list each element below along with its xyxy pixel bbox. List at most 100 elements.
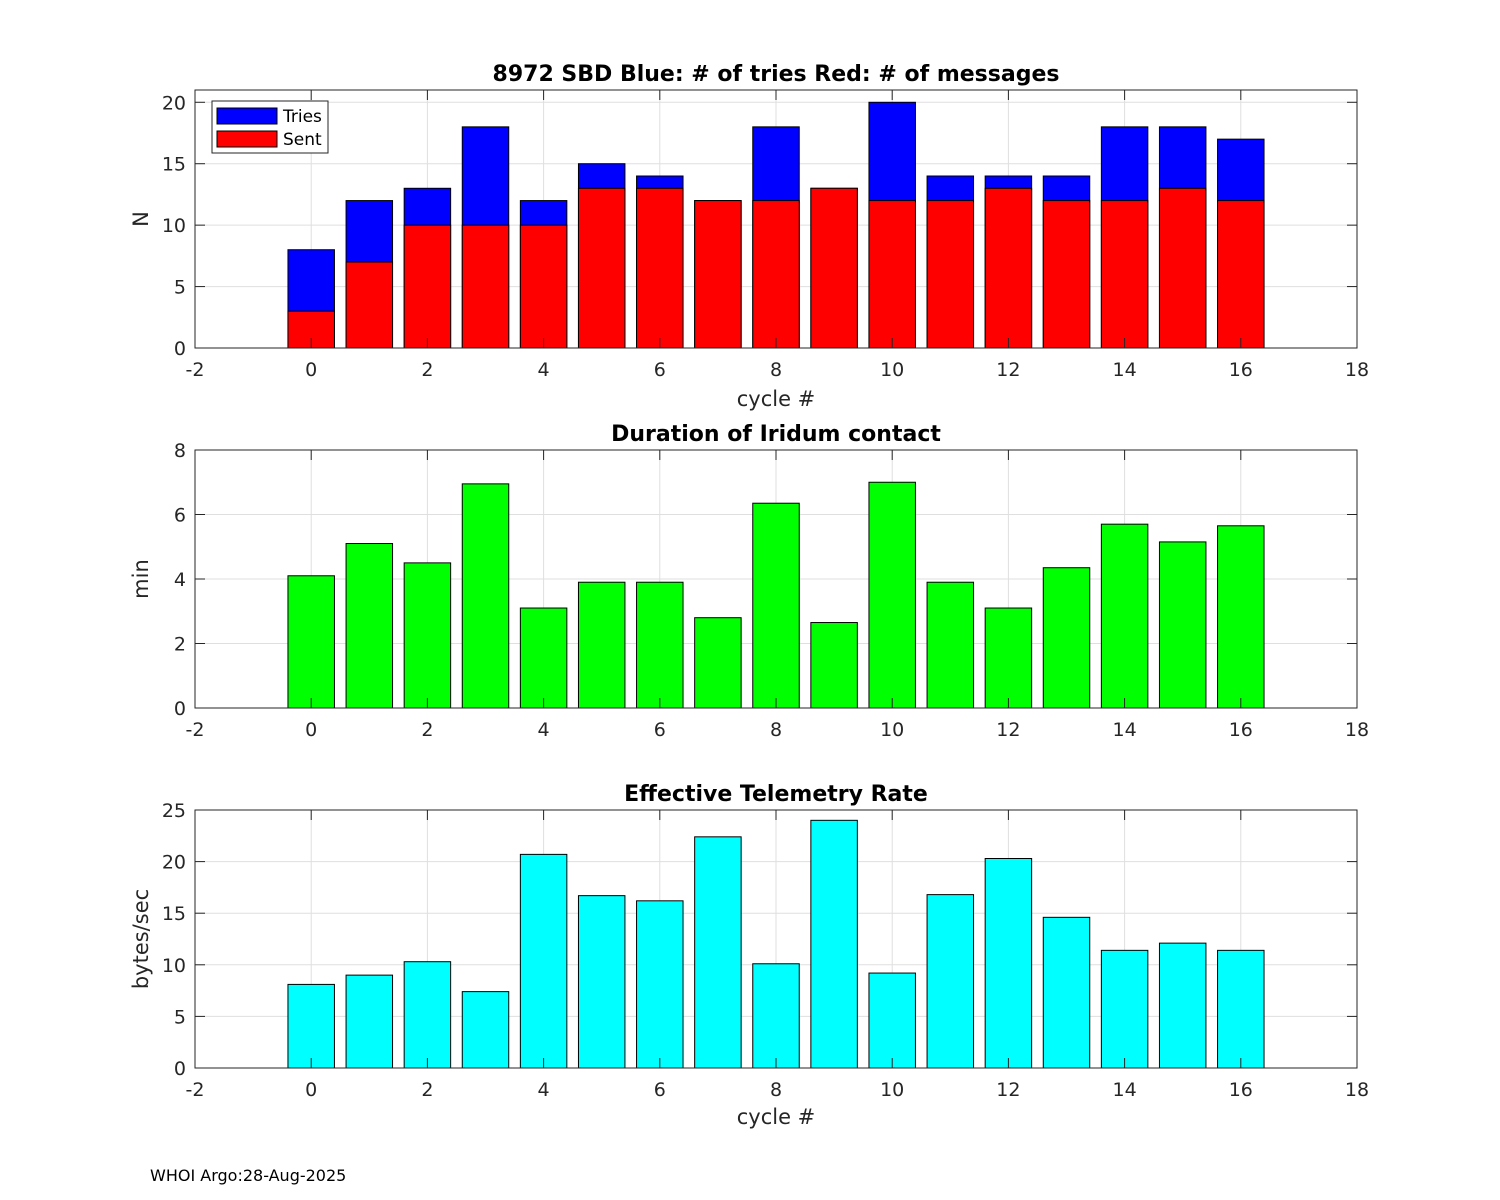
x-tick-label: 12 xyxy=(996,719,1020,741)
bar-sent-cycle-13 xyxy=(1042,200,1091,349)
x-tick-label: 14 xyxy=(1113,1079,1137,1101)
y-tick-label: 20 xyxy=(162,92,186,114)
x-tick-label: 4 xyxy=(538,1079,550,1101)
y-tick-label: 0 xyxy=(174,1058,186,1080)
bar-rate-cycle-5 xyxy=(577,895,626,1069)
chart-title: Effective Telemetry Rate xyxy=(624,782,928,807)
bar-duration-cycle-16 xyxy=(1217,525,1265,709)
y-axis-label: N xyxy=(129,211,153,227)
bar-duration-cycle-13 xyxy=(1042,567,1091,709)
bar-duration-cycle-3 xyxy=(461,483,510,709)
bar-duration-cycle-6 xyxy=(636,581,684,709)
bar-sent-cycle-16 xyxy=(1217,200,1265,349)
bar-sent-cycle-2 xyxy=(403,224,452,349)
chart-title: Duration of Iridum contact xyxy=(611,422,941,447)
x-tick-label: 0 xyxy=(305,719,317,741)
bar-rate-cycle-16 xyxy=(1217,949,1265,1069)
bar-duration-cycle-14 xyxy=(1100,523,1149,709)
bar-sent-cycle-14 xyxy=(1100,200,1149,349)
x-tick-label: 6 xyxy=(654,359,666,381)
chart-title: 8972 SBD Blue: # of tries Red: # of mess… xyxy=(493,62,1060,87)
x-tick-label: 18 xyxy=(1345,1079,1369,1101)
bar-rate-cycle-1 xyxy=(345,974,394,1069)
bar-duration-cycle-1 xyxy=(345,543,394,709)
y-tick-label: 5 xyxy=(174,1006,186,1028)
bar-sent-cycle-11 xyxy=(926,200,975,349)
bar-duration-cycle-2 xyxy=(403,562,452,709)
x-tick-label: 18 xyxy=(1345,719,1369,741)
bar-rate-cycle-4 xyxy=(519,853,568,1069)
y-tick-label: 20 xyxy=(162,852,186,874)
y-tick-label: 8 xyxy=(174,440,186,462)
y-tick-label: 2 xyxy=(174,634,186,656)
x-tick-label: 0 xyxy=(305,1079,317,1101)
bar-duration-cycle-5 xyxy=(577,581,626,709)
legend-label-tries: Tries xyxy=(282,107,322,127)
bar-sent-cycle-5 xyxy=(577,187,626,349)
bar-rate-cycle-0 xyxy=(287,983,335,1069)
bar-sent-cycle-3 xyxy=(461,224,510,349)
x-tick-label: 8 xyxy=(770,719,782,741)
bar-sent-cycle-10 xyxy=(868,200,916,349)
x-tick-label: 18 xyxy=(1345,359,1369,381)
x-tick-label: 14 xyxy=(1113,719,1137,741)
bar-rate-cycle-2 xyxy=(403,961,452,1069)
x-tick-label: 2 xyxy=(421,1079,433,1101)
legend-label-sent: Sent xyxy=(283,130,322,150)
x-axis-label: cycle # xyxy=(737,1105,816,1129)
x-tick-label: 2 xyxy=(421,719,433,741)
x-tick-label: 6 xyxy=(654,719,666,741)
x-tick-label: 8 xyxy=(770,1079,782,1101)
bar-duration-cycle-8 xyxy=(752,502,800,709)
x-tick-label: 12 xyxy=(996,359,1020,381)
bar-rate-cycle-7 xyxy=(694,836,742,1069)
y-tick-label: 0 xyxy=(174,338,186,360)
bar-duration-cycle-9 xyxy=(810,622,858,709)
x-tick-label: -2 xyxy=(186,719,205,741)
bar-sent-cycle-7 xyxy=(694,200,742,349)
bar-sent-cycle-4 xyxy=(519,224,568,349)
footer-credit: WHOI Argo:28-Aug-2025 xyxy=(150,1166,347,1185)
bar-duration-cycle-12 xyxy=(984,607,1033,709)
x-tick-label: 8 xyxy=(770,359,782,381)
y-tick-label: 15 xyxy=(162,903,186,925)
bar-rate-cycle-11 xyxy=(926,894,975,1069)
bar-rate-cycle-6 xyxy=(636,900,684,1069)
bar-rate-cycle-12 xyxy=(984,858,1033,1069)
x-tick-label: 16 xyxy=(1229,719,1253,741)
bar-duration-cycle-7 xyxy=(694,617,742,709)
bar-sent-cycle-1 xyxy=(345,261,394,349)
x-tick-label: -2 xyxy=(186,359,205,381)
y-tick-label: 10 xyxy=(162,215,186,237)
bar-duration-cycle-4 xyxy=(519,607,568,709)
x-tick-label: 10 xyxy=(880,1079,904,1101)
bar-sent-cycle-12 xyxy=(984,187,1033,349)
bar-sent-cycle-6 xyxy=(636,187,684,349)
bar-rate-cycle-13 xyxy=(1042,916,1091,1069)
bar-rate-cycle-15 xyxy=(1158,942,1207,1069)
bar-duration-cycle-15 xyxy=(1158,541,1207,709)
x-axis-label: cycle # xyxy=(737,387,816,411)
x-tick-label: 16 xyxy=(1229,359,1253,381)
bar-duration-cycle-10 xyxy=(868,481,916,709)
y-tick-label: 6 xyxy=(174,505,186,527)
bar-duration-cycle-11 xyxy=(926,581,975,709)
x-tick-label: 4 xyxy=(538,359,550,381)
x-tick-label: 10 xyxy=(880,359,904,381)
x-tick-label: 14 xyxy=(1113,359,1137,381)
y-tick-label: 10 xyxy=(162,955,186,977)
legend-swatch-sent xyxy=(216,130,278,148)
bar-sent-cycle-9 xyxy=(810,187,858,349)
x-tick-label: 10 xyxy=(880,719,904,741)
x-tick-label: 4 xyxy=(538,719,550,741)
y-tick-label: 25 xyxy=(162,800,186,822)
y-axis-label: bytes/sec xyxy=(129,889,153,989)
bar-sent-cycle-15 xyxy=(1158,187,1207,349)
bar-rate-cycle-8 xyxy=(752,963,800,1069)
x-tick-label: 0 xyxy=(305,359,317,381)
bar-rate-cycle-14 xyxy=(1100,949,1149,1069)
